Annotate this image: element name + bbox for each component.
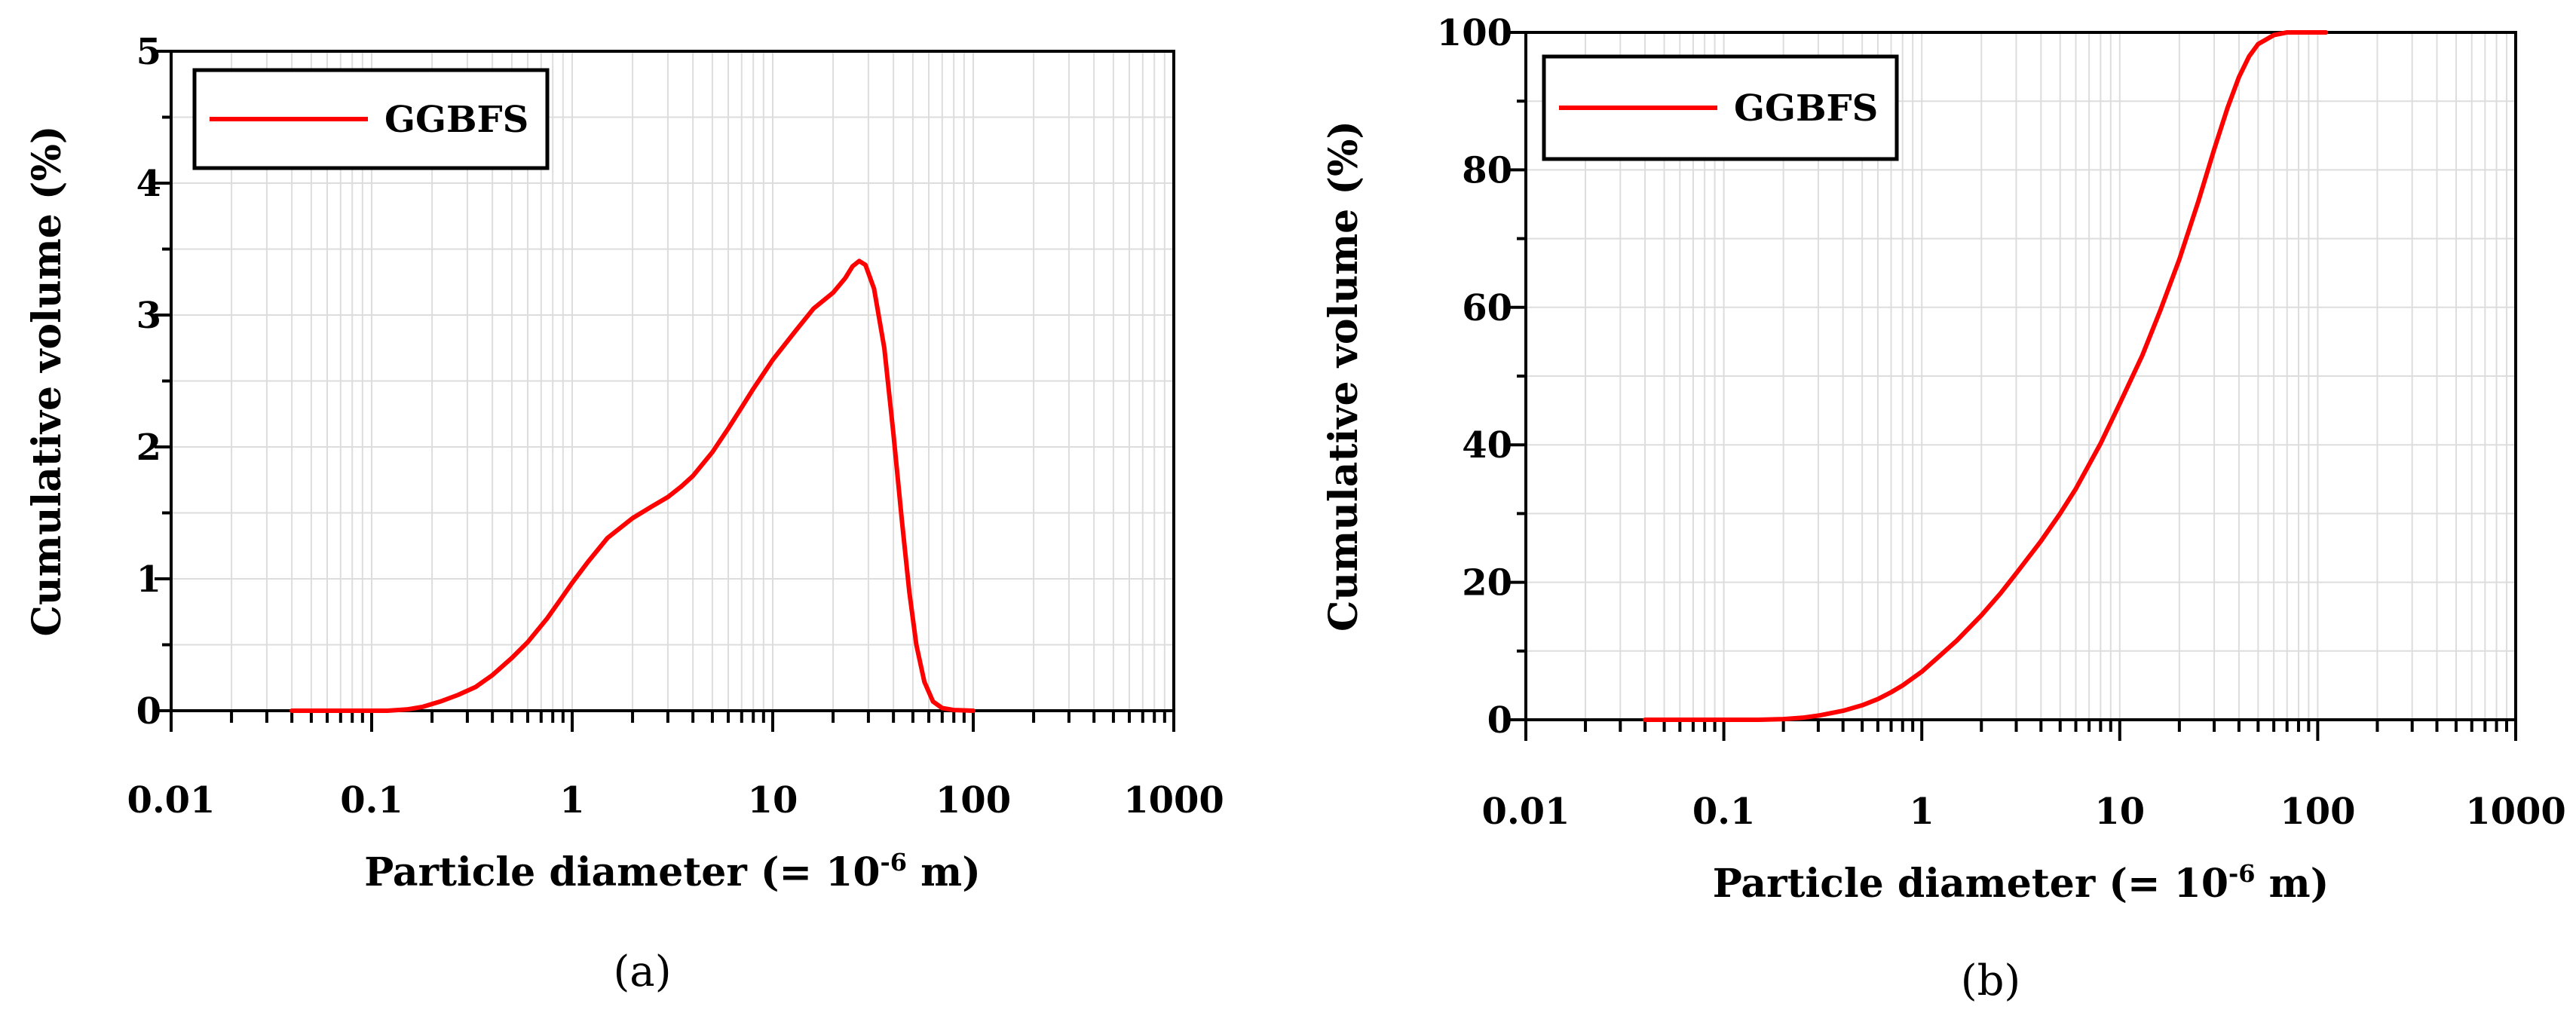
y-tick-label: 0 (136, 690, 161, 733)
y-tick-label: 3 (136, 295, 161, 337)
y-tick-label: 80 (1462, 149, 1512, 191)
y-ticks: 0 20 40 60 80 100 (1437, 12, 1526, 742)
x-tick-label: 0.1 (340, 779, 403, 822)
panel-caption: (a) (613, 947, 671, 996)
legend-label: GGBFS (1734, 87, 1878, 130)
x-tick-label: 1 (1909, 791, 1934, 833)
chart-b: 0.01 0.1 1 10 100 1000 0 20 40 60 80 100 Particle di… (1321, 12, 2566, 1005)
x-tick-label: 10 (2094, 791, 2145, 833)
y-tick-label: 2 (136, 427, 161, 469)
y-tick-label: 1 (136, 558, 161, 601)
x-tick-label: 0.01 (127, 779, 216, 822)
legend: GGBFS (1542, 54, 1899, 161)
y-tick-label: 40 (1462, 424, 1512, 467)
y-tick-label: 0 (1487, 699, 1512, 742)
y-axis-label: Cumulative volume (%) (1321, 121, 1367, 632)
series-line-ggbfs (289, 259, 976, 713)
y-tick-label: 20 (1462, 562, 1512, 604)
y-tick-label: 5 (136, 31, 161, 73)
series-line-ggbfs (1643, 30, 2329, 722)
y-axis-label: Cumulative volume (%) (24, 126, 70, 637)
x-axis-label: Particle diameter (= 10-6 m) (364, 848, 981, 895)
x-tick-label: 1000 (2465, 791, 2566, 833)
legend: GGBFS (192, 68, 550, 170)
chart-a: 0.01 0.1 1 10 100 1000 0 1 2 3 4 5 Particle diameter… (24, 31, 1224, 996)
x-tick-label: 0.1 (1692, 791, 1756, 833)
y-tick-label: 4 (136, 163, 161, 205)
x-ticks: 0.01 0.1 1 10 100 1000 (127, 711, 1224, 822)
x-tick-label: 0.01 (1482, 791, 1570, 833)
x-axis-label: Particle diameter (= 10-6 m) (1713, 859, 2329, 907)
legend-label: GGBFS (384, 99, 528, 141)
x-tick-label: 100 (936, 779, 1011, 822)
x-tick-label: 10 (748, 779, 798, 822)
y-tick-label: 60 (1462, 287, 1512, 329)
x-tick-label: 1 (559, 779, 584, 822)
y-tick-label: 100 (1437, 12, 1512, 54)
panel-caption: (b) (1961, 956, 2021, 1005)
y-ticks: 0 1 2 3 4 5 (136, 31, 171, 733)
x-tick-label: 100 (2280, 791, 2355, 833)
x-ticks: 0.01 0.1 1 10 100 1000 (1482, 720, 2566, 833)
x-tick-label: 1000 (1123, 779, 1224, 822)
